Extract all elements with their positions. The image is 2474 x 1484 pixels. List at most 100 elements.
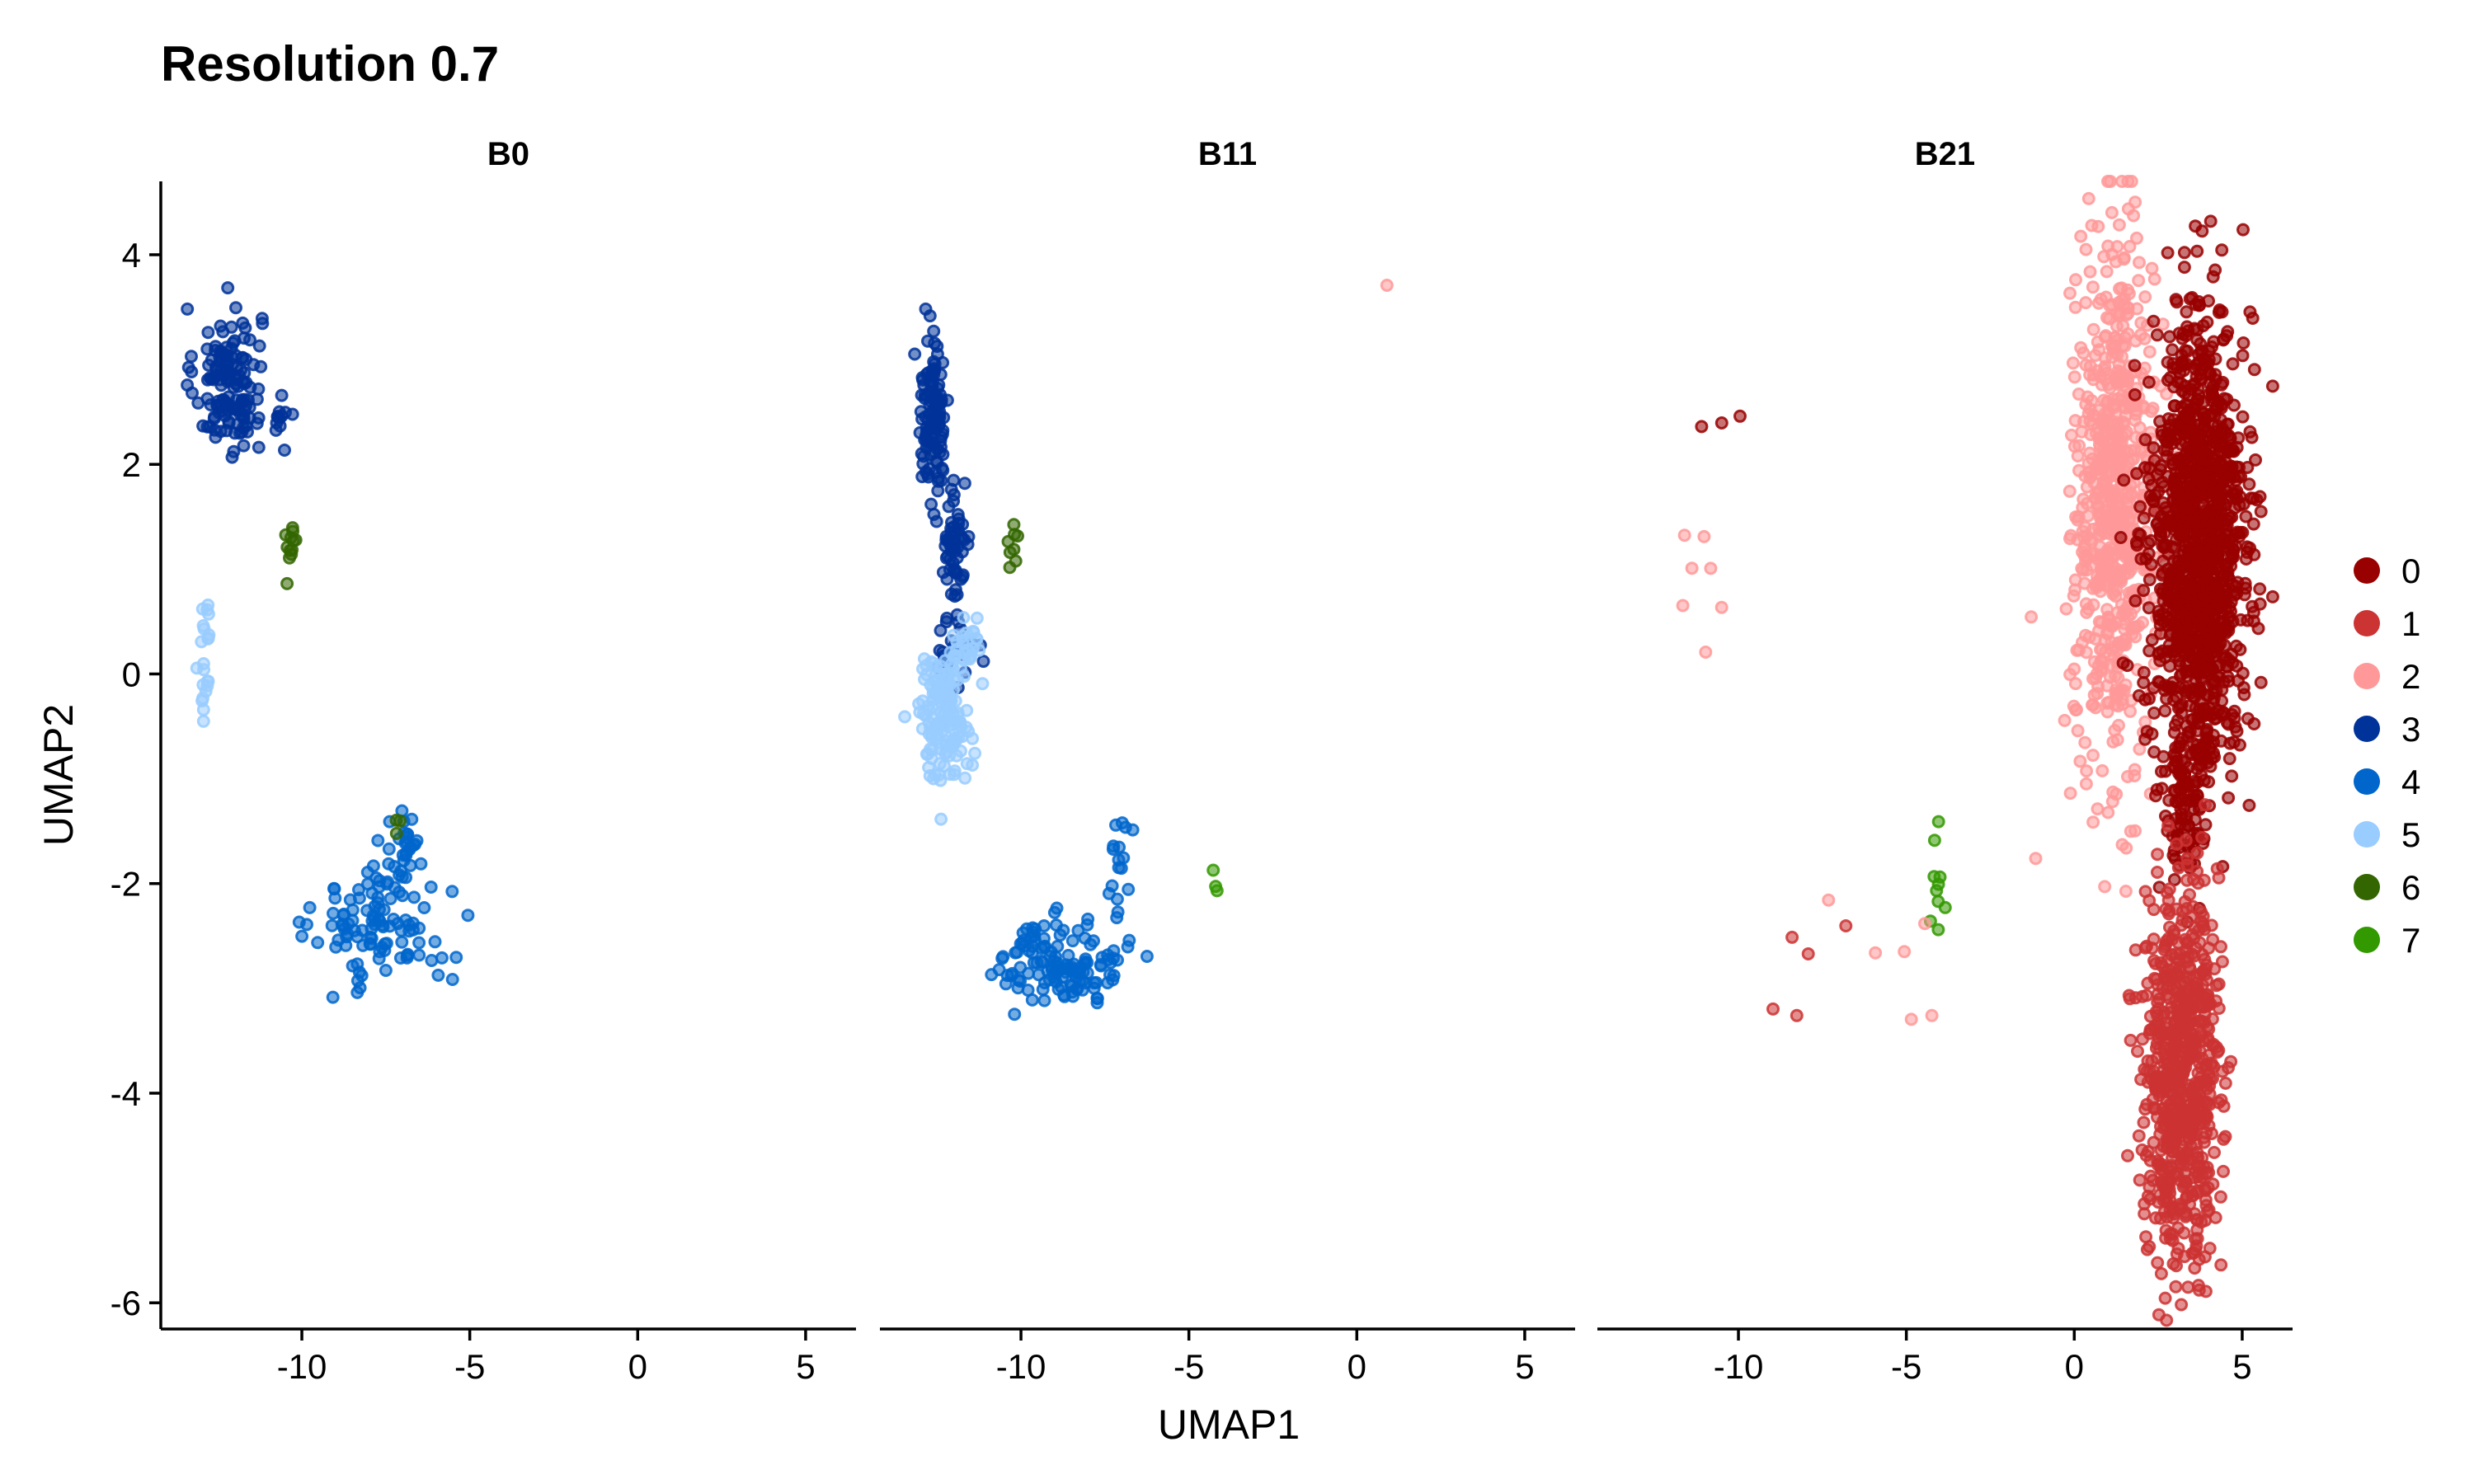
data-point-cluster-0 [2142,644,2157,658]
data-point-cluster-0 [2161,426,2175,440]
data-point-cluster-1 [2200,1097,2213,1111]
data-point-cluster-4 [326,990,340,1004]
data-point-cluster-0 [2178,463,2192,477]
data-point-cluster-3 [927,324,941,338]
x-tick-label: 5 [796,1347,815,1386]
data-point-cluster-2 [2110,333,2124,347]
data-point-cluster-1 [2148,1078,2162,1092]
data-point-cluster-1 [2166,1071,2180,1084]
data-point-cluster-2 [2079,358,2093,372]
data-point-cluster-1 [2212,1002,2226,1015]
data-point-cluster-6 [393,814,407,828]
x-tick-label: 0 [628,1347,647,1386]
data-point-cluster-1 [2147,932,2161,946]
data-point-cluster-2 [2101,378,2115,392]
data-point-cluster-0 [2194,345,2208,359]
data-point-cluster-4 [327,882,341,896]
data-point-cluster-0 [2221,417,2235,431]
data-point-cluster-0 [2147,453,2161,467]
data-point-cluster-2 [2101,239,2115,253]
data-point-cluster-2 [1714,600,1729,614]
data-point-cluster-2 [2147,272,2161,286]
data-point-cluster-0 [2189,651,2204,665]
data-point-cluster-1 [2159,1231,2173,1245]
data-point-cluster-2 [2133,256,2146,270]
data-point-cluster-1 [2152,992,2166,1006]
data-point-cluster-3 [214,425,228,439]
data-point-cluster-0 [2142,601,2156,615]
legend-key [2354,768,2380,795]
data-point-cluster-0 [2132,688,2146,702]
data-point-cluster-0 [2171,632,2185,646]
data-point-cluster-4 [363,937,377,951]
data-point-cluster-0 [2215,243,2229,257]
legend-item-7: 7 [2354,921,2420,960]
data-point-cluster-4 [425,954,439,967]
data-point-cluster-0 [2142,573,2157,587]
data-point-cluster-1 [2139,1148,2153,1162]
data-point-cluster-4 [405,812,419,826]
data-point-cluster-0 [2147,441,2161,455]
data-point-cluster-1 [2162,904,2176,918]
data-point-cluster-2 [2094,585,2108,599]
data-point-cluster-2 [2058,713,2072,727]
data-point-cluster-2 [2079,777,2093,791]
data-point-cluster-0 [2222,752,2236,766]
data-point-cluster-2 [1697,529,1711,543]
chart-title: Resolution 0.7 [161,36,499,92]
data-point-cluster-1 [2184,1026,2198,1040]
data-point-cluster-5 [942,688,956,702]
data-point-cluster-2 [2099,329,2113,343]
data-point-cluster-4 [380,877,394,891]
data-point-cluster-1 [2170,1038,2184,1052]
data-point-cluster-1 [2196,909,2210,923]
data-point-cluster-1 [2161,1210,2175,1224]
data-point-cluster-0 [2200,315,2214,329]
data-point-cluster-2 [2080,764,2094,778]
data-point-cluster-0 [2175,697,2189,711]
data-point-cluster-3 [252,382,266,396]
data-point-cluster-1 [2159,1027,2173,1041]
data-point-cluster-4 [1079,952,1093,966]
data-point-cluster-0 [2167,748,2181,762]
data-point-cluster-0 [2246,517,2260,531]
data-point-cluster-4 [339,938,353,952]
data-point-cluster-3 [940,572,954,586]
data-point-cluster-2 [2066,356,2080,370]
data-point-cluster-1 [2138,1207,2152,1221]
data-point-cluster-0 [2170,295,2184,309]
data-point-cluster-0 [2244,491,2258,505]
data-point-cluster-2 [1925,1008,1939,1022]
data-point-cluster-5 [944,703,958,717]
data-point-cluster-0 [2201,356,2215,370]
data-point-cluster-4 [1087,976,1101,990]
legend-key [2354,557,2380,584]
data-point-cluster-1 [2146,1173,2160,1187]
data-point-cluster-5 [957,611,971,625]
data-point-cluster-0 [2211,551,2224,565]
data-point-cluster-3 [935,461,949,475]
data-point-cluster-3 [927,355,941,369]
data-point-cluster-0 [2144,557,2158,571]
data-point-cluster-2 [1918,917,1931,931]
data-point-cluster-2 [1380,279,1394,292]
data-point-cluster-4 [1030,956,1044,970]
legend-item-5: 5 [2354,815,2420,854]
data-point-cluster-3 [914,405,928,419]
data-point-cluster-0 [2199,726,2213,740]
data-point-cluster-2 [2128,407,2142,421]
data-point-cluster-1 [2191,1279,2205,1293]
data-point-cluster-0 [2132,527,2146,541]
data-point-cluster-5 [915,722,929,735]
data-point-cluster-1 [2166,1256,2180,1270]
data-point-cluster-2 [2101,175,2114,188]
x-axis-title: UMAP1 [1158,1402,1300,1448]
data-point-cluster-1 [2122,989,2136,1003]
data-point-cluster-2 [2083,265,2097,279]
data-point-cluster-2 [2025,610,2039,624]
data-point-cluster-7 [1938,900,1952,914]
data-point-cluster-1 [2189,976,2204,990]
data-point-cluster-1 [2170,837,2184,851]
data-point-cluster-4 [1101,976,1115,990]
data-point-cluster-2 [2097,250,2111,264]
